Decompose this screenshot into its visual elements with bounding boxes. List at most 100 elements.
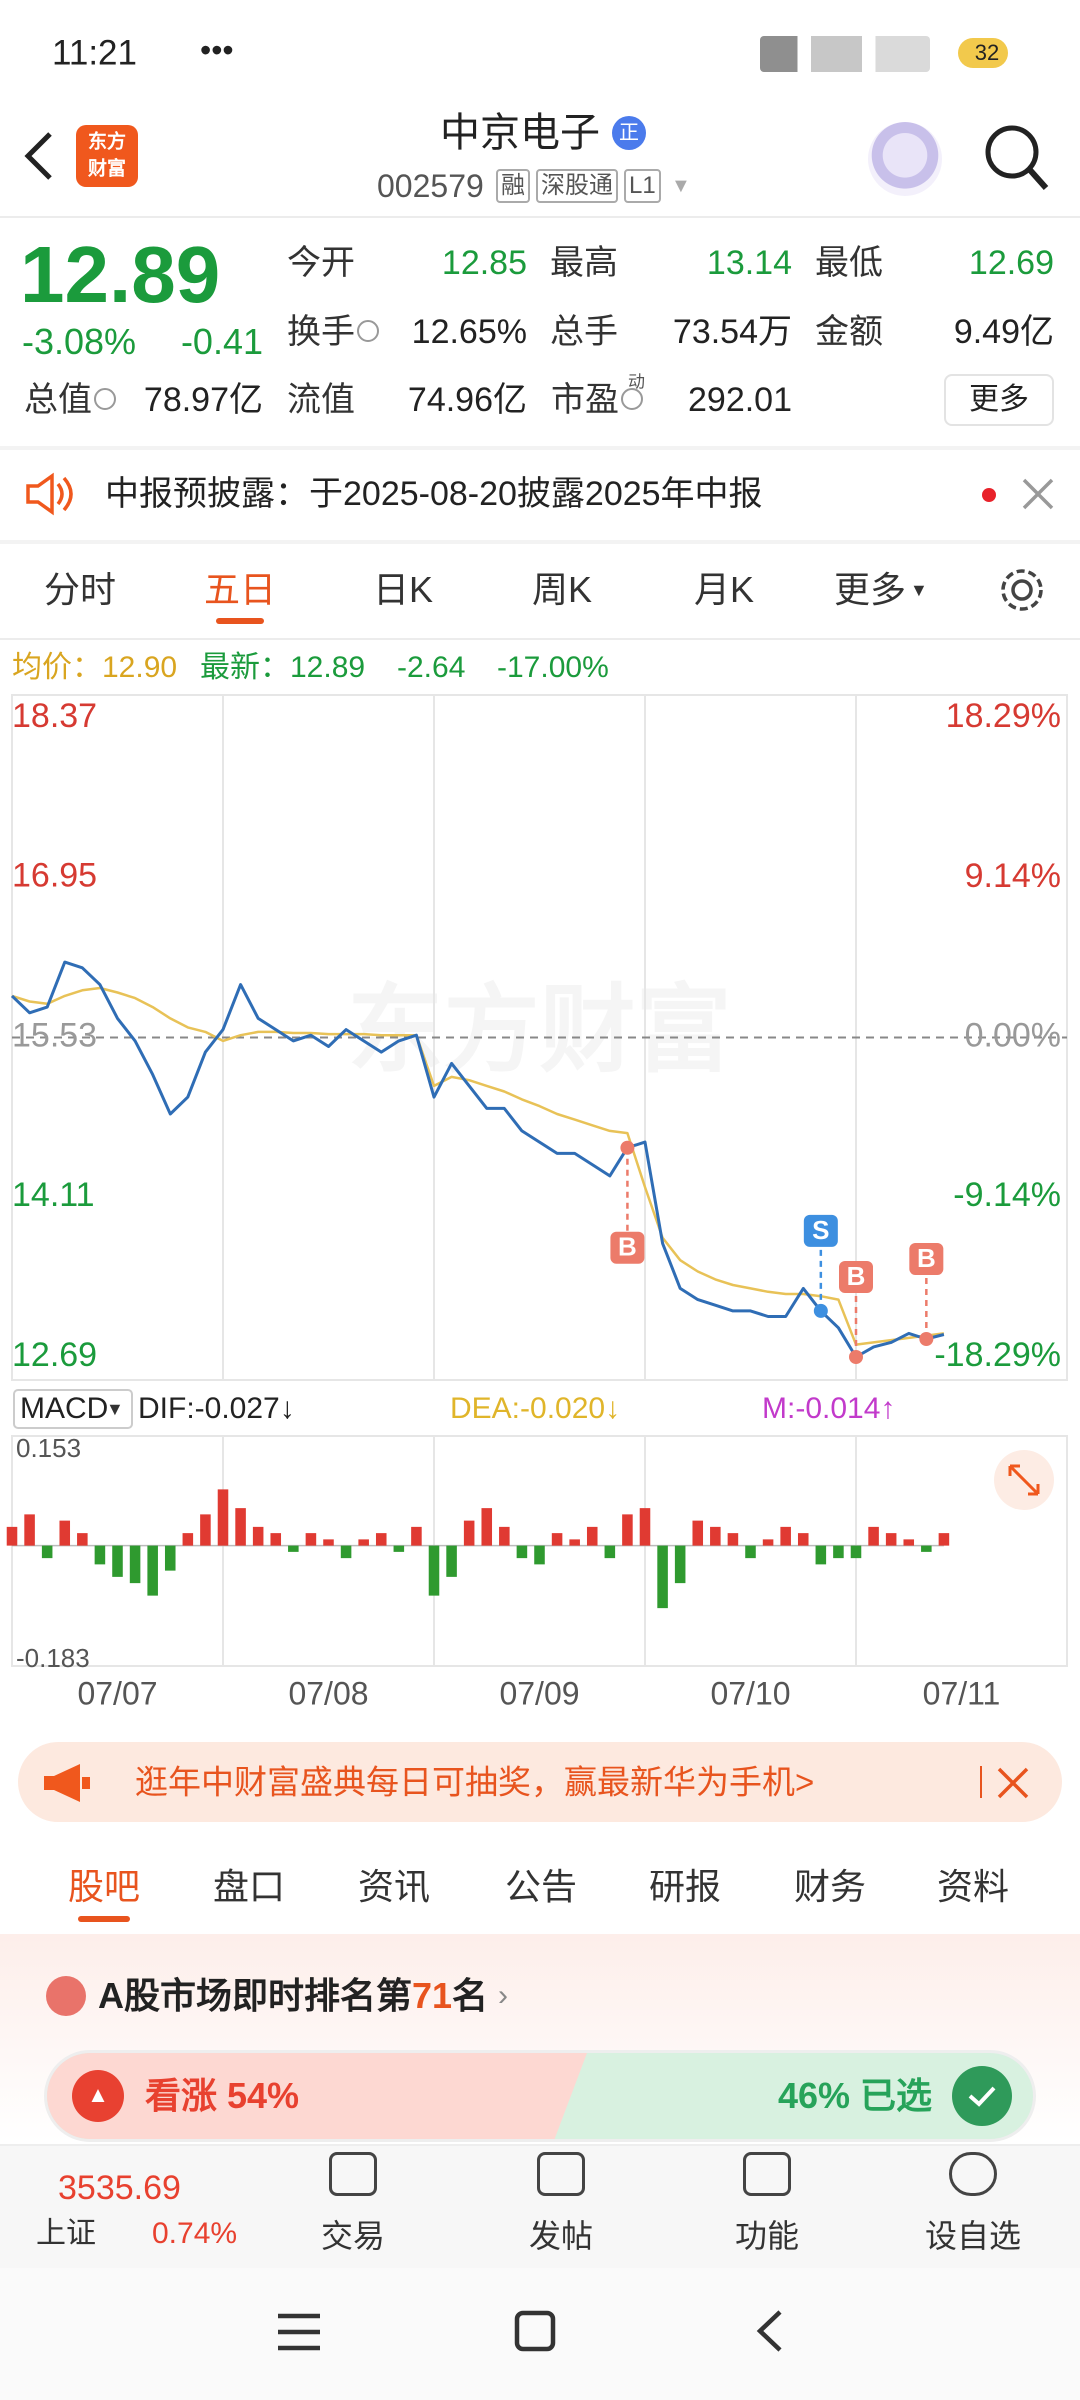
macd-bar [393,1545,405,1552]
macd-bar [41,1545,53,1559]
stock-code: 002579 [377,168,484,204]
divider [0,216,1080,218]
macd-bar [727,1533,739,1546]
trade-badge [909,1243,944,1275]
index-change: 0.74% [152,2217,238,2250]
status-dots: ••• [200,32,234,68]
info-icon [94,388,116,410]
content-tab[interactable]: 股吧 [67,1866,141,1907]
macd-bar [375,1533,387,1546]
period-tab[interactable]: 月K [693,569,755,610]
back-key[interactable] [752,2308,786,2354]
more-label: 更多 [969,383,1029,416]
field-value: 12.69 [968,244,1054,282]
index-value[interactable]: 3535.69 [58,2169,181,2207]
period-tab[interactable]: 日K [372,569,434,610]
latest-price: 最新：12.89 [200,651,366,684]
index-name: 上证 [36,2217,96,2250]
macd-bar [129,1545,141,1584]
macd-bar [164,1545,176,1571]
expand-icon [1008,1464,1040,1496]
nav-label[interactable]: 功能 [734,2218,800,2254]
macd-bar [903,1539,915,1546]
vote-up-icon [72,2070,124,2122]
check-icon [968,2086,996,2107]
y-tick-label: 14.11 [12,1176,95,1214]
search-button[interactable] [980,120,1052,196]
trade-point [919,1332,934,1346]
period-tab[interactable]: 五日 [203,569,277,610]
field-label: 流值 [287,381,355,419]
settings-icon[interactable] [998,566,1046,614]
macd-bar [604,1545,616,1559]
tag: 深股通 [536,169,618,203]
vote-down[interactable]: 46% 已选 [777,2075,932,2116]
nav-label[interactable]: 设自选 [924,2218,1022,2254]
content-tab[interactable]: 盘口 [212,1866,286,1907]
field-value: 73.54万 [672,313,792,351]
tag: 融 [496,169,530,203]
content-tab[interactable]: 公告 [504,1866,578,1907]
nav-label[interactable]: 交易 [320,2218,386,2254]
home-key[interactable] [514,2310,556,2352]
macd-bar [551,1533,563,1546]
bottom-nav [0,2144,1080,2270]
content-tab[interactable]: 资料 [936,1866,1010,1907]
menu-key[interactable] [276,2312,322,2352]
back-button[interactable] [18,128,58,184]
field-value: 12.65% [411,313,527,351]
macd-bar [921,1545,932,1552]
ad-text[interactable]: 逛年中财富盛典每日可抽奖，赢最新华为手机> [135,1763,815,1801]
macd-frame [11,1435,1068,1667]
macd-bar [850,1545,862,1559]
macd-bar [147,1545,158,1596]
vote-up-arrow: ▲ [87,2082,109,2107]
macd-bar [780,1526,791,1546]
ranking-suffix: 名 [452,1975,489,2016]
speaker-icon [26,472,73,516]
macd-bar [481,1508,493,1546]
more-button[interactable] [944,374,1054,426]
period-tab[interactable]: 周K [531,569,593,610]
macd-bar [24,1514,35,1546]
trade-label: B [618,1232,637,1262]
ranking-prefix[interactable]: A股市场即时排名第 [98,1975,412,2016]
tag: L1 [624,169,661,203]
macd-bar [217,1489,229,1546]
notice-text[interactable]: 中报预披露：于2025-08-20披露2025年中报 [105,475,763,513]
pe-note: 动 [628,372,645,392]
ad-banner[interactable] [18,1742,1062,1822]
period-tab[interactable]: 更多 [833,569,907,610]
content-tab[interactable]: 财务 [793,1866,867,1907]
x-tick-label: 07/07 [77,1675,157,1711]
content-tab[interactable]: 研报 [648,1866,722,1907]
nav-label[interactable]: 发帖 [528,2218,594,2254]
megaphone-icon [44,1764,90,1802]
macd-bar [885,1533,897,1546]
vote-up-area[interactable] [47,2053,587,2139]
trade-badge [610,1231,645,1264]
trade-badge [839,1261,873,1293]
macd-bar [534,1545,545,1565]
content-tab[interactable]: 资讯 [357,1866,431,1907]
period-tab[interactable]: 分时 [43,569,117,610]
macd-bar [516,1545,528,1559]
field-label: 金额 [815,313,883,351]
x-tick-label: 07/10 [710,1675,790,1711]
notice-close[interactable] [1020,476,1056,512]
change-percent: -3.08% [22,321,137,362]
vote-up[interactable]: 看涨 54% [145,2075,300,2116]
ad-close[interactable] [996,1766,1030,1800]
macd-m: M:-0.014↑ [762,1392,895,1425]
trade-point [849,1350,863,1364]
notice-dot [982,488,996,502]
macd-bar [182,1533,194,1546]
macd-bar [340,1545,352,1559]
watermark: 东方财富 [348,977,732,1084]
nav-icon [743,2152,791,2196]
logo[interactable] [76,125,138,187]
avatar[interactable] [868,122,942,196]
y-tick-label: 16.95 [12,857,97,895]
dropdown-arrow: ▼ [910,580,928,600]
tab-underline [216,618,264,624]
